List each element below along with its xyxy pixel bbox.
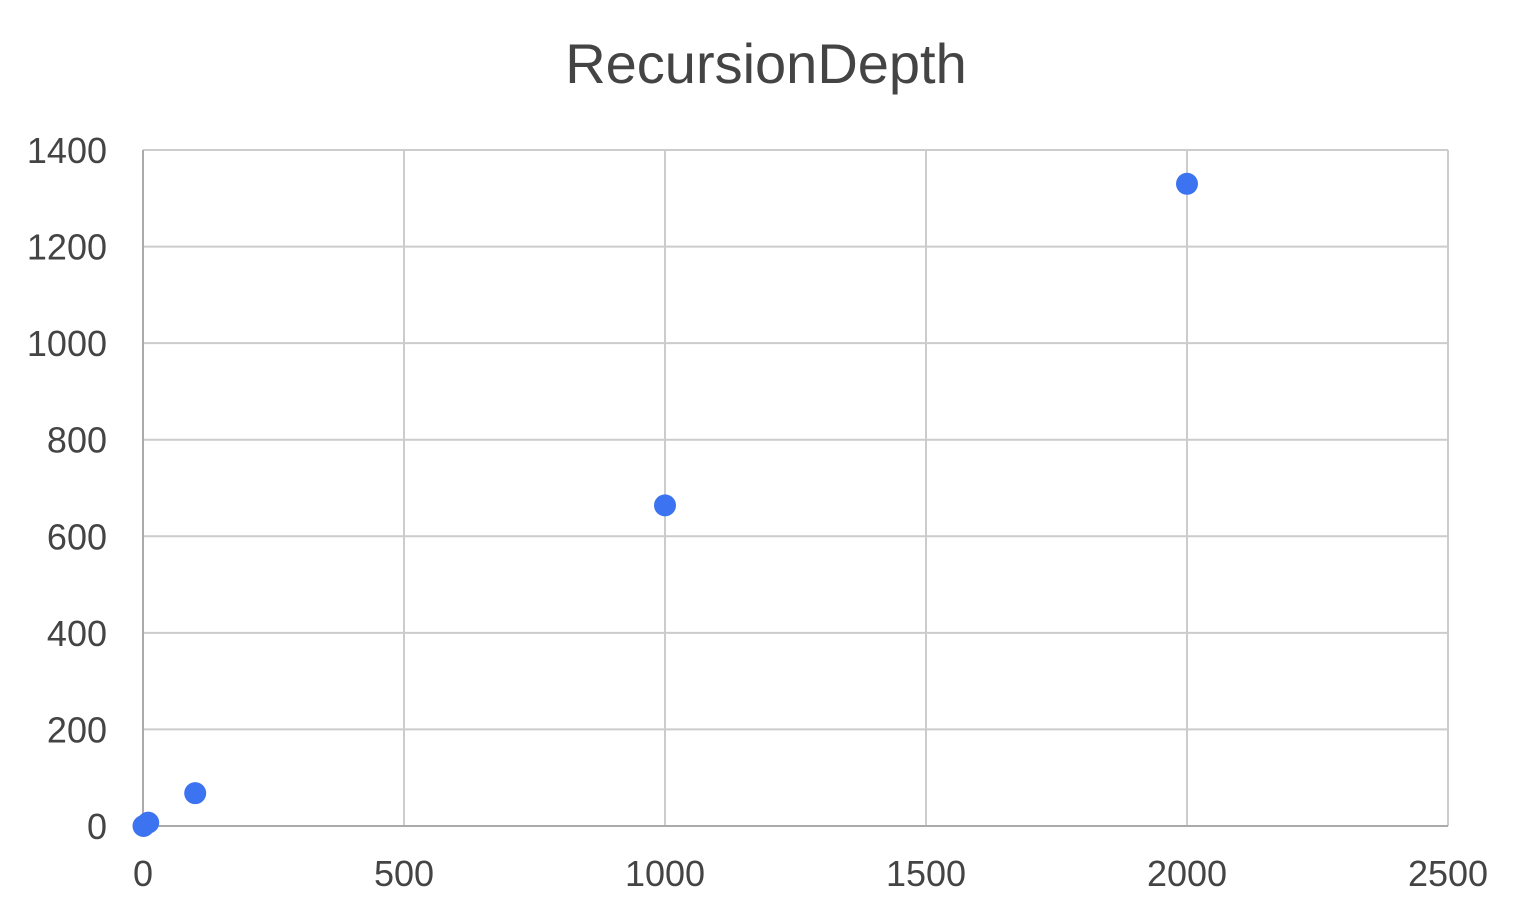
gridlines	[143, 149, 1449, 826]
y-tick-label: 800	[47, 420, 107, 461]
y-tick-label: 400	[47, 613, 107, 654]
chart-title: RecursionDepth	[565, 32, 967, 95]
data-points	[132, 172, 1198, 837]
x-tick-label: 2500	[1408, 853, 1488, 894]
data-point	[654, 494, 676, 517]
y-tick-label: 1400	[27, 130, 107, 171]
y-tick-label: 1000	[27, 323, 107, 364]
y-tick-label: 0	[87, 806, 107, 847]
x-tick-label: 500	[374, 853, 434, 894]
x-tick-label: 2000	[1147, 853, 1227, 894]
data-point	[137, 811, 160, 834]
y-tick-label: 200	[47, 709, 107, 750]
y-tick-label: 1200	[27, 227, 107, 268]
axes	[142, 150, 1448, 827]
data-point	[184, 782, 207, 805]
x-tick-label: 1000	[625, 853, 705, 894]
x-tick-label: 1500	[886, 853, 966, 894]
y-tick-label: 600	[47, 516, 107, 557]
data-point	[1176, 172, 1198, 195]
tick-labels: 0 200 400 600 800 1000 1200 1400 0 500 1000 1500 200…	[27, 130, 1488, 894]
x-tick-label: 0	[133, 853, 153, 894]
